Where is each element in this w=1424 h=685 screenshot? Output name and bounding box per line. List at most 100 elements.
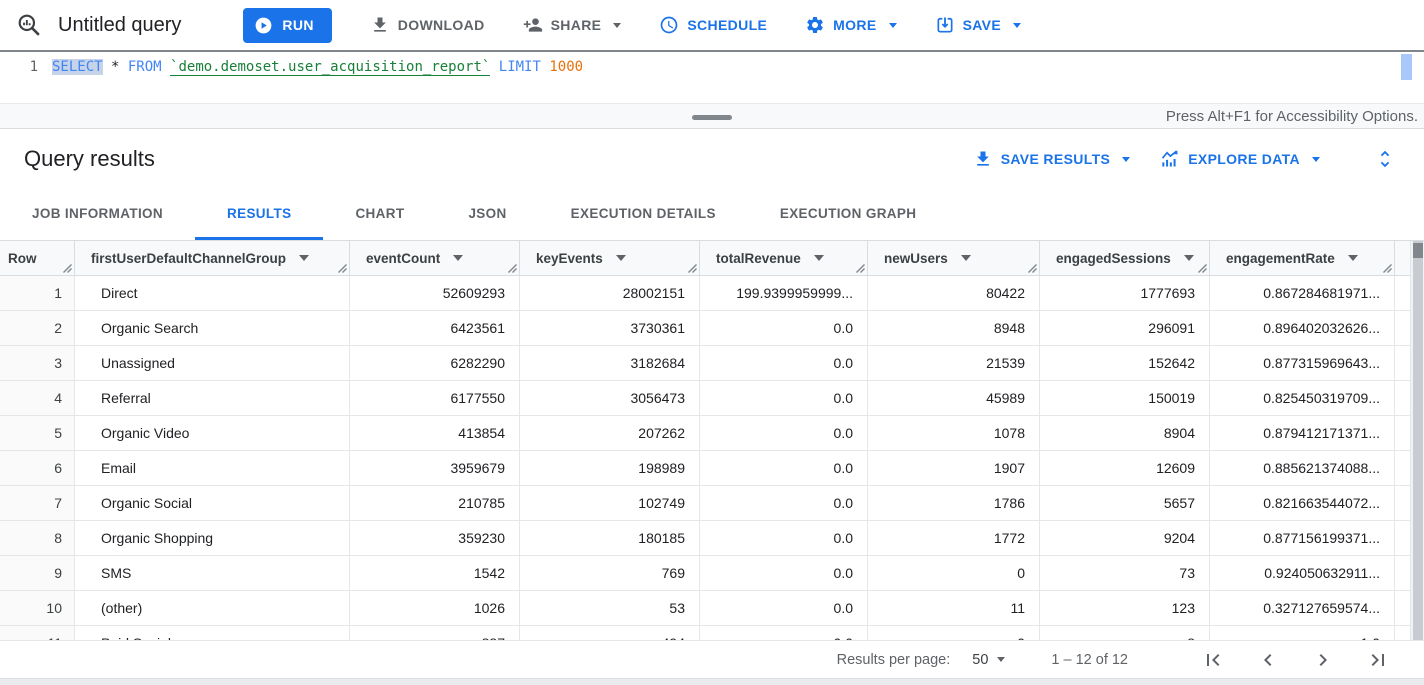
table-cell: 494 [520,626,700,640]
table-cell: 1026 [350,591,520,625]
column-resize-icon[interactable] [1383,264,1392,273]
row-number-cell: 3 [0,346,75,380]
schedule-button[interactable]: SCHEDULE [659,15,767,35]
table-cell: 28002151 [520,276,700,310]
column-header-eventCount[interactable]: eventCount [350,241,520,275]
table-scrollbar[interactable] [1410,241,1424,640]
pagination-bar: Results per page: 50 1 – 12 of 12 [0,640,1424,678]
download-icon [370,15,390,35]
table-cell: 45989 [868,381,1040,415]
table-cell: 0.0 [700,416,868,450]
next-page-button[interactable] [1311,648,1335,672]
tab-job-information[interactable]: JOB INFORMATION [32,205,163,221]
column-label: engagedSessions [1056,250,1171,266]
column-resize-icon[interactable] [688,264,697,273]
explore-data-button[interactable]: EXPLORE DATA [1160,149,1320,169]
tab-results[interactable]: RESULTS [195,189,324,240]
table-scrollbar-cap[interactable] [1413,243,1423,258]
table-cell: 359230 [350,521,520,555]
table-cell: 0.327127659574... [1210,591,1395,625]
table-cell: (other) [75,591,350,625]
column-header-firstUserDefaultChannelGroup[interactable]: firstUserDefaultChannelGroup [75,241,350,275]
row-number-cell: 5 [0,416,75,450]
table-cell: 0 [868,556,1040,590]
table-cell: 0.0 [700,521,868,555]
save-results-button[interactable]: SAVE RESULTS [973,149,1131,169]
chevron-down-icon [1122,156,1131,162]
previous-page-button[interactable] [1256,648,1280,672]
table-cell: 1777693 [1040,276,1210,310]
table-cell: 8904 [1040,416,1210,450]
column-label: totalRevenue [716,250,801,266]
table-cell: 1772 [868,521,1040,555]
row-number-cell: 4 [0,381,75,415]
column-resize-icon[interactable] [1198,264,1207,273]
query-results-header: Query results SAVE RESULTS [0,129,1424,189]
column-resize-icon[interactable] [1028,264,1037,273]
column-label: engagementRate [1226,250,1335,266]
column-header-engagementRate[interactable]: engagementRate [1210,241,1395,275]
download-button[interactable]: DOWNLOAD [370,15,485,35]
row-number-cell: 9 [0,556,75,590]
table-scrollbar-thumb[interactable] [1413,241,1423,640]
editor-scrollbar-thumb[interactable] [1401,54,1412,80]
column-resize-icon[interactable] [508,264,517,273]
table-cell: 0.0 [700,346,868,380]
share-button[interactable]: SHARE [523,15,622,35]
pane-resize-handle[interactable] [692,115,732,120]
more-button[interactable]: MORE [805,15,897,35]
play-icon [253,15,274,36]
table-cell: 1078 [868,416,1040,450]
query-title[interactable]: Untitled query [58,13,182,36]
table-cell: 296091 [1040,311,1210,345]
column-header-totalRevenue[interactable]: totalRevenue [700,241,868,275]
table-cell: 6423561 [350,311,520,345]
query-toolbar: Untitled query RUN DOWNLOAD [0,0,1424,52]
sort-caret-icon[interactable] [813,255,824,261]
sort-caret-icon[interactable] [453,255,464,261]
column-header-Row[interactable]: Row [0,241,75,275]
row-number-cell: 8 [0,521,75,555]
sort-caret-icon[interactable] [1347,255,1358,261]
page-size-select[interactable]: 50 [972,652,1006,668]
column-label: firstUserDefaultChannelGroup [91,250,287,266]
table-cell: 102749 [520,486,700,520]
column-resize-icon[interactable] [338,264,347,273]
query-search-icon [16,12,42,38]
sort-caret-icon[interactable] [615,255,626,261]
table-cell: 413854 [350,416,520,450]
table-row: 4 Referral 6177550 3056473 0.0 45989 150019 0.8… [0,381,1424,416]
sql-limit-value: 1000 [549,59,584,75]
table-cell: 210785 [350,486,520,520]
save-button[interactable]: SAVE [935,15,1022,35]
column-header-newUsers[interactable]: newUsers [868,241,1040,275]
sort-caret-icon[interactable] [960,255,971,261]
column-resize-icon[interactable] [63,264,72,273]
tab-execution-graph[interactable]: EXECUTION GRAPH [779,205,917,221]
table-cell: 9204 [1040,521,1210,555]
first-page-button[interactable] [1201,648,1225,672]
horizontal-scrollbar[interactable] [0,678,1424,685]
sort-caret-icon[interactable] [1183,255,1194,261]
column-header-keyEvents[interactable]: keyEvents [520,241,700,275]
table-cell: 1786 [868,486,1040,520]
sort-caret-icon[interactable] [299,255,310,261]
gear-icon [805,15,825,35]
person-add-icon [523,15,543,35]
column-header-engagedSessions[interactable]: engagedSessions [1040,241,1210,275]
tab-chart[interactable]: CHART [355,205,405,221]
tab-execution-details[interactable]: EXECUTION DETAILS [570,205,716,221]
table-body: 1 Direct 52609293 28002151 199.9399959999...… [0,276,1424,640]
table-row: 11Paid Social8874940.0081.0 [0,626,1424,640]
sql-table-reference[interactable]: `demo.demoset.user_acquisition_report` [170,59,491,76]
row-number-cell: 10 [0,591,75,625]
table-cell: 0.896402032626... [1210,311,1395,345]
column-label: Row [8,250,37,266]
expand-panel-button[interactable] [1374,148,1396,170]
run-button[interactable]: RUN [243,7,332,43]
tab-json[interactable]: JSON [468,205,507,221]
column-resize-icon[interactable] [856,264,865,273]
sql-editor[interactable]: 1 SELECT * FROM `demo.demoset.user_acqui… [0,52,1424,103]
last-page-button[interactable] [1366,648,1390,672]
